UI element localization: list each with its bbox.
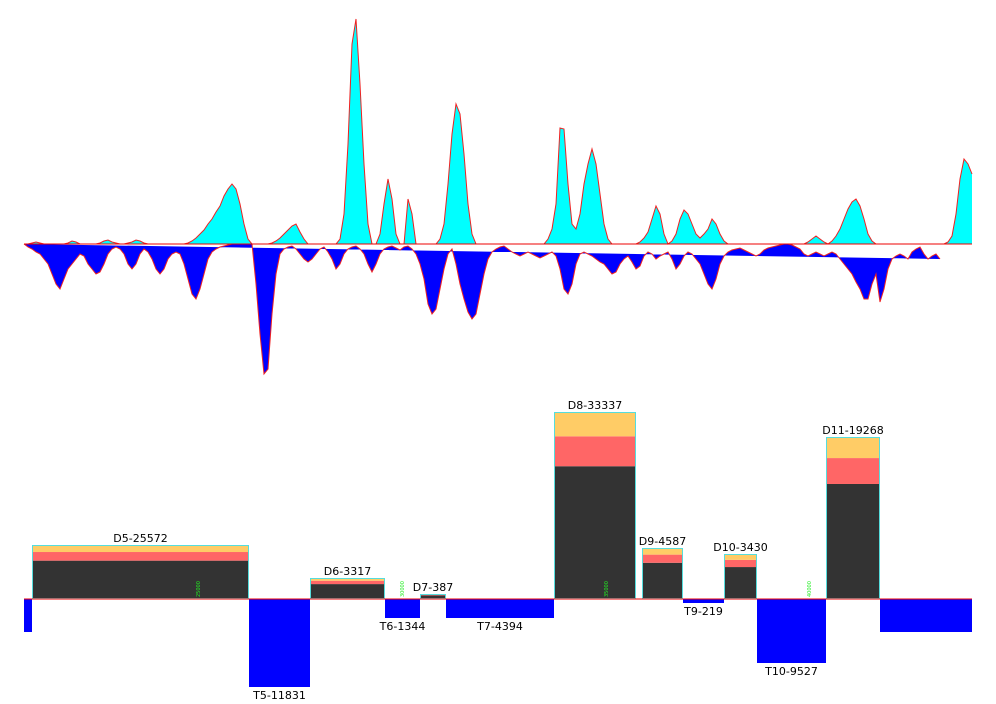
bar-segment-dark [310,584,385,599]
bar-label: D5-25572 [113,532,167,545]
bar-segment-dark [420,595,446,599]
bar-segment-red [554,436,636,467]
bar-segment-yellow [310,578,385,581]
bar-segment-dark [642,562,683,599]
bar-segment-red [642,554,683,563]
bar-negative [249,599,310,687]
bar-segment-yellow [724,554,757,560]
positive-edge-line [24,18,973,245]
position-tick-label: 30000 [400,581,406,597]
bar-label: D6-3317 [324,565,371,578]
bar-segment-red [32,552,249,561]
position-tick-label: 40000 [807,581,813,597]
bar-segment-dark [554,466,636,599]
bar-segment-red [310,580,385,585]
bar-segment-yellow [554,412,636,437]
profile-area-chart [23,18,973,376]
segment-bar-chart: D5-25572 25000 T5-11831 D6-3317 T6-1344 30000… [24,399,972,702]
positive-area [24,19,972,244]
bar-label: D8-33337 [568,399,622,412]
bar-segment-dark [826,483,880,599]
position-tick-label: 35000 [604,581,610,597]
bar-label: D10-3430 [713,541,767,554]
position-tick-label: 25000 [196,581,202,597]
bar-segment-red [826,458,880,484]
bar-segment-red [420,594,446,596]
bar-label: D7-387 [413,581,453,594]
bar-label: T6-1344 [379,620,426,633]
bar-label: D11-19268 [822,424,883,437]
bar-segment-yellow [642,548,683,555]
bar-label: T10-9527 [764,665,818,678]
bar-label: D9-4587 [639,535,686,548]
bar-negative [757,599,826,663]
bar-segment-yellow [32,545,249,553]
bar-label: T7-4394 [476,620,523,633]
bar-segment-dark [724,567,757,599]
bar-negative [385,599,420,618]
bar-label: T5-11831 [252,689,306,702]
bar-segment-dark [32,560,249,599]
bar-negative [683,599,724,603]
bar-negative [24,599,32,632]
bar-negative [880,599,972,632]
bar-label: T9-219 [683,605,723,618]
bar-negative [446,599,554,618]
bar-segment-yellow [826,437,880,459]
negative-area [24,244,940,374]
bar-segment-red [724,559,757,568]
